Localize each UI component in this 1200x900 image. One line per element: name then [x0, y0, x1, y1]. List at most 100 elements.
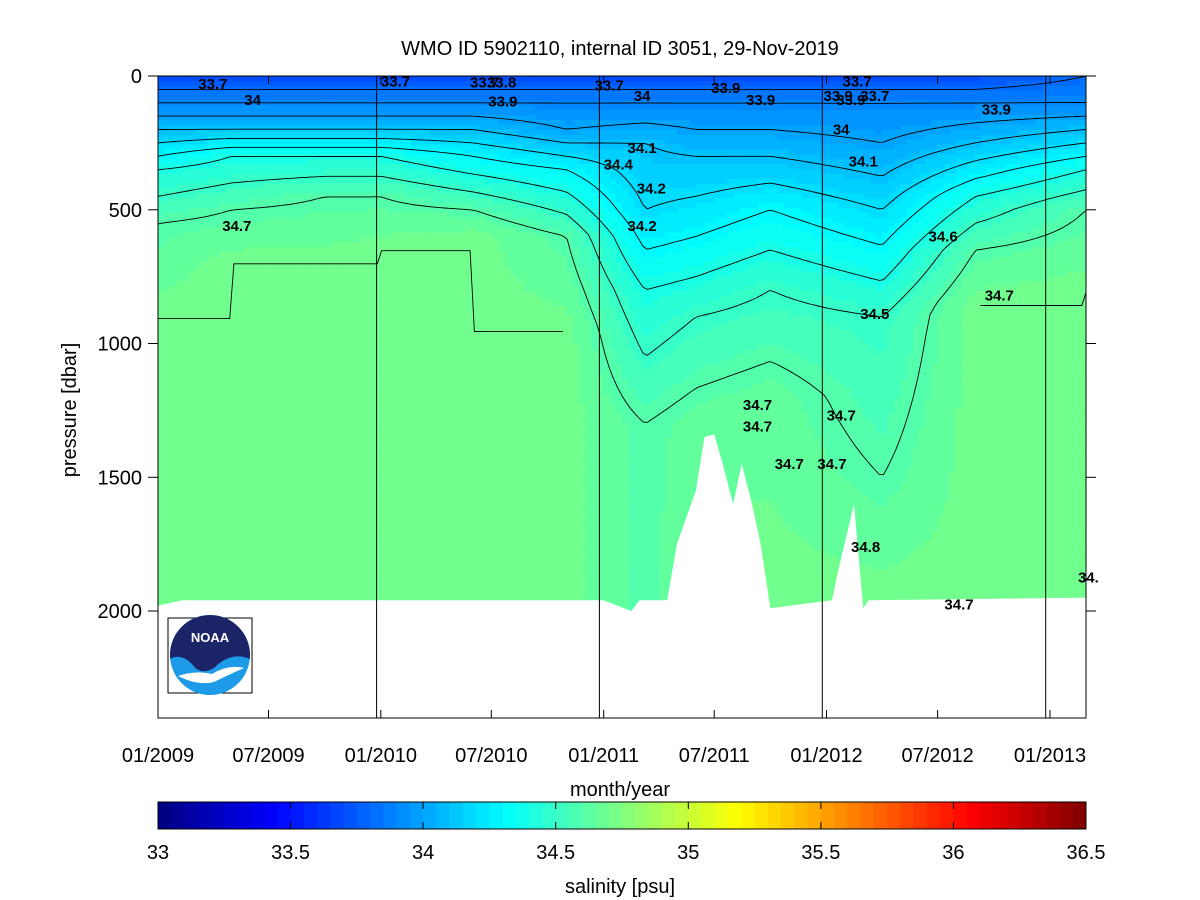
heatmap-cell	[405, 300, 413, 307]
heatmap-cell	[170, 193, 178, 199]
heatmap-cell	[318, 247, 326, 253]
heatmap-cell	[312, 320, 320, 326]
heatmap-cell	[405, 291, 413, 297]
heatmap-cell	[362, 261, 369, 268]
heatmap-cell	[300, 589, 308, 595]
heatmap-cell	[399, 305, 407, 312]
heatmap-cell	[386, 315, 394, 321]
heatmap-cell	[355, 261, 363, 268]
heatmap-cell	[411, 432, 419, 439]
heatmap-cell	[244, 408, 252, 414]
heatmap-cell	[269, 256, 277, 263]
heatmap-cell	[399, 506, 407, 512]
heatmap-cell	[337, 564, 345, 571]
heatmap-cell	[250, 203, 258, 209]
heatmap-cell	[170, 76, 178, 82]
heatmap-cell	[362, 134, 369, 141]
heatmap-cell	[368, 452, 376, 458]
heatmap-cell	[300, 227, 308, 234]
heatmap-cell	[380, 442, 388, 449]
heatmap-cell	[430, 584, 437, 590]
heatmap-cell	[158, 95, 165, 102]
heatmap-cell	[430, 564, 437, 571]
heatmap-cell	[424, 481, 431, 488]
heatmap-cell	[232, 413, 240, 419]
heatmap-cell	[213, 188, 221, 194]
heatmap-cell	[411, 144, 419, 150]
heatmap-cell	[201, 139, 209, 146]
heatmap-cell	[158, 222, 165, 229]
heatmap-cell	[300, 398, 308, 405]
heatmap-cell	[300, 447, 308, 453]
heatmap-cell	[269, 163, 277, 170]
heatmap-cell	[188, 105, 196, 111]
heatmap-cell	[306, 159, 314, 165]
heatmap-cell	[417, 388, 425, 395]
heatmap-cell	[300, 383, 308, 390]
heatmap-cell	[232, 467, 240, 473]
heatmap-cell	[343, 535, 351, 541]
heatmap-cell	[207, 423, 215, 429]
heatmap-cell	[380, 496, 388, 502]
heatmap-cell	[201, 227, 209, 234]
heatmap-cell	[250, 139, 258, 146]
heatmap-cell	[424, 506, 431, 512]
heatmap-cell	[176, 139, 184, 146]
heatmap-cell	[405, 90, 413, 97]
heatmap-cell	[232, 305, 240, 312]
heatmap-cell	[275, 364, 283, 370]
heatmap-cell	[263, 320, 270, 326]
heatmap-cell	[411, 320, 419, 326]
heatmap-cell	[349, 540, 357, 546]
heatmap-cell	[201, 437, 209, 444]
heatmap-cell	[368, 393, 376, 400]
heatmap-cell	[368, 398, 376, 405]
heatmap-cell	[182, 462, 190, 468]
heatmap-cell	[318, 134, 326, 141]
heatmap-cell	[232, 237, 240, 243]
heatmap-cell	[331, 369, 339, 375]
heatmap-cell	[306, 119, 314, 126]
heatmap-cell	[281, 330, 289, 336]
heatmap-cell	[281, 520, 289, 527]
heatmap-cell	[275, 124, 283, 131]
heatmap-cell	[213, 247, 221, 253]
heatmap-cell	[349, 134, 357, 141]
heatmap-cell	[256, 398, 264, 405]
heatmap-cell	[424, 427, 431, 434]
heatmap-cell	[331, 403, 339, 409]
heatmap-cell	[331, 515, 339, 522]
heatmap-cell	[188, 144, 196, 150]
heatmap-cell	[399, 574, 407, 581]
heatmap-cell	[399, 364, 407, 370]
heatmap-cell	[244, 256, 252, 263]
heatmap-cell	[349, 452, 357, 458]
heatmap-cell	[318, 374, 326, 380]
heatmap-cell	[411, 550, 419, 556]
heatmap-cell	[269, 462, 277, 468]
heatmap-cell	[306, 545, 314, 551]
heatmap-cell	[164, 476, 171, 483]
heatmap-cell	[362, 276, 369, 282]
heatmap-cell	[238, 525, 246, 532]
heatmap-cell	[244, 452, 252, 458]
heatmap-cell	[417, 442, 425, 449]
heatmap-cell	[300, 339, 308, 346]
heatmap-cell	[380, 344, 388, 351]
heatmap-cell	[263, 80, 270, 87]
heatmap-cell	[188, 90, 196, 97]
heatmap-cell	[294, 540, 301, 546]
heatmap-cell	[269, 491, 277, 497]
heatmap-cell	[158, 291, 165, 297]
heatmap-cell	[188, 344, 196, 351]
heatmap-cell	[386, 481, 394, 488]
heatmap-cell	[207, 105, 215, 111]
heatmap-cell	[399, 276, 407, 282]
heatmap-cell	[158, 359, 165, 365]
heatmap-cell	[349, 203, 357, 209]
heatmap-cell	[405, 589, 413, 595]
heatmap-cell	[411, 437, 419, 444]
heatmap-cell	[343, 183, 351, 190]
heatmap-cell	[325, 105, 332, 111]
heatmap-cell	[164, 550, 171, 556]
